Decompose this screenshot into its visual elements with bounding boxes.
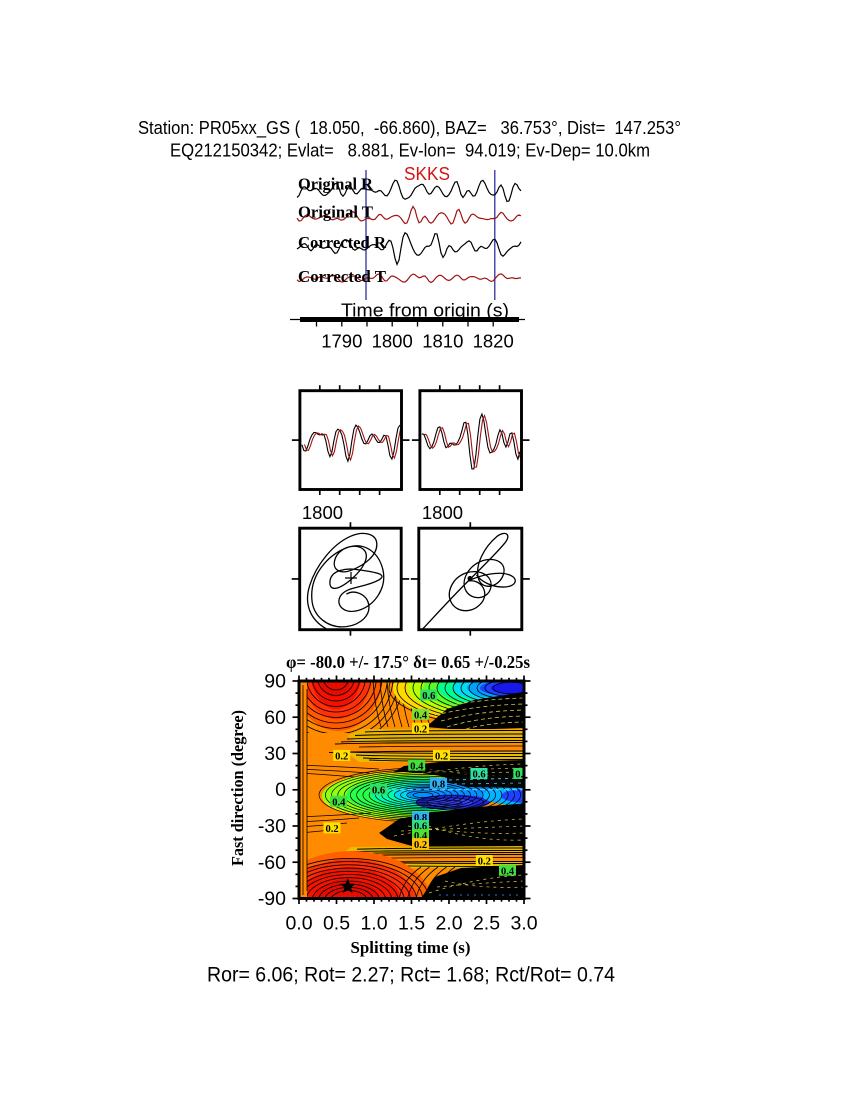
svg-text:0.8: 0.8: [414, 813, 427, 824]
svg-text:2.0: 2.0: [435, 913, 462, 935]
svg-text:φ= -80.0 +/- 17.5° δt= 0.65 +/: φ= -80.0 +/- 17.5° δt= 0.65 +/-0.25s: [286, 652, 530, 672]
svg-text:0.4: 0.4: [332, 798, 346, 809]
svg-text:1800: 1800: [372, 331, 413, 352]
svg-text:EQ212150342; Evlat= 8.881, E: EQ212150342; Evlat= 8.881, Ev-lon= 94.01…: [170, 141, 650, 161]
svg-text:3.0: 3.0: [510, 913, 537, 935]
svg-text:1.5: 1.5: [398, 913, 425, 935]
svg-text:0: 0: [275, 779, 286, 801]
svg-text:0.6: 0.6: [422, 691, 435, 702]
svg-text:0.5: 0.5: [323, 913, 350, 935]
svg-text:1.0: 1.0: [360, 913, 387, 935]
svg-text:0.2: 0.2: [414, 724, 427, 735]
svg-text:0.0: 0.0: [285, 913, 312, 935]
svg-text:Station: PR05xx_GS ( 18.050,: Station: PR05xx_GS ( 18.050, -66.860), B…: [138, 118, 681, 139]
svg-text:-90: -90: [258, 888, 286, 910]
svg-text:0.2: 0.2: [435, 752, 448, 763]
svg-text:60: 60: [264, 707, 286, 729]
svg-text:90: 90: [264, 671, 286, 693]
svg-text:0.2: 0.2: [335, 752, 348, 763]
svg-text:Fast direction (degree): Fast direction (degree): [228, 710, 247, 866]
svg-text:0.4: 0.4: [410, 761, 424, 772]
svg-text:Original T: Original T: [298, 203, 373, 222]
svg-text:0.4: 0.4: [501, 866, 515, 877]
svg-text:Time from origin (s): Time from origin (s): [341, 300, 509, 321]
svg-text:1800: 1800: [422, 502, 463, 523]
svg-text:Corrected T: Corrected T: [298, 267, 386, 286]
svg-text:0.2: 0.2: [414, 840, 427, 851]
svg-text:1800: 1800: [302, 502, 343, 523]
svg-text:0.6: 0.6: [472, 770, 485, 781]
svg-text:1810: 1810: [422, 331, 463, 352]
svg-text:0.4: 0.4: [414, 831, 428, 842]
svg-text:0.6: 0.6: [372, 786, 385, 797]
svg-text:0.4: 0.4: [414, 711, 428, 722]
svg-text:Splitting time (s): Splitting time (s): [351, 938, 471, 957]
svg-text:-30: -30: [258, 816, 286, 838]
svg-text:Original R: Original R: [298, 175, 374, 194]
svg-text:Ror= 6.06; Rot= 2.27; Rct= 1.6: Ror= 6.06; Rot= 2.27; Rct= 1.68; Rct/Rot…: [207, 963, 615, 987]
svg-text:2.5: 2.5: [473, 913, 500, 935]
svg-text:0.6: 0.6: [414, 822, 427, 833]
svg-text:SKKS: SKKS: [404, 164, 450, 184]
svg-text:1820: 1820: [473, 331, 514, 352]
svg-text:Corrected R: Corrected R: [298, 233, 387, 252]
svg-text:-60: -60: [258, 852, 286, 874]
svg-text:0.6: 0.6: [515, 770, 528, 781]
svg-text:1790: 1790: [321, 331, 362, 352]
svg-text:30: 30: [264, 743, 286, 765]
svg-text:0.2: 0.2: [478, 857, 491, 868]
svg-text:0.2: 0.2: [325, 824, 338, 835]
svg-text:0.8: 0.8: [432, 779, 445, 790]
